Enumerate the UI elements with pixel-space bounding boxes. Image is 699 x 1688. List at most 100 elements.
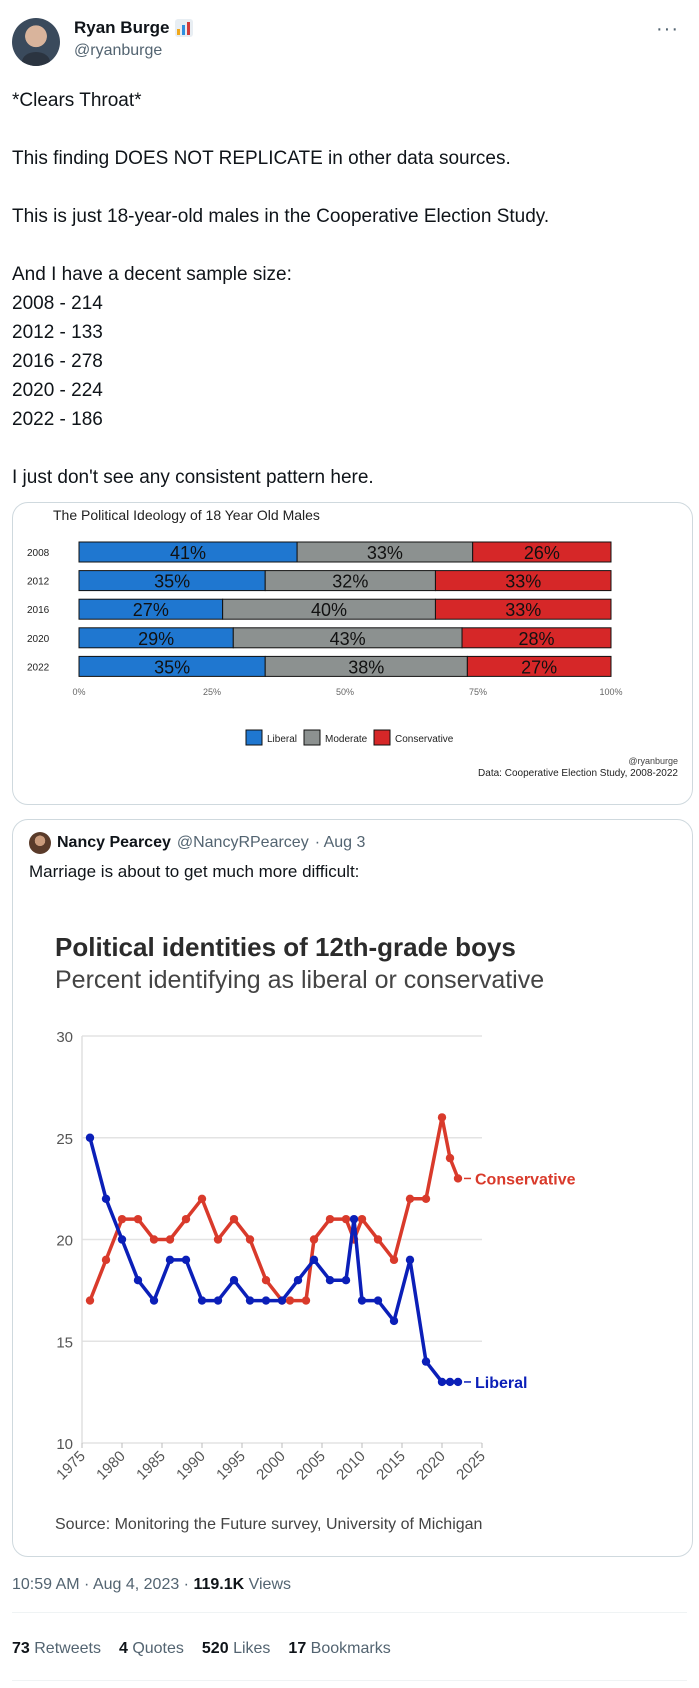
legend-label: Moderate — [325, 734, 368, 745]
data-label: 40% — [311, 600, 347, 620]
quoted-tweet-date[interactable]: · Aug 3 — [314, 834, 366, 851]
data-point — [453, 1174, 463, 1183]
x-tick-label: 1975 — [53, 1448, 89, 1484]
chart-title: Political identities of 12th-grade boys — [55, 932, 516, 962]
data-label: 35% — [154, 572, 190, 592]
data-label: 32% — [332, 572, 368, 592]
quoted-tweet[interactable]: Nancy Pearcey @NancyRPearcey · Aug 3 Mar… — [12, 819, 693, 1557]
x-tick-label: 2010 — [333, 1448, 369, 1484]
category-label: 2022 — [27, 662, 50, 673]
data-point — [389, 1316, 399, 1326]
data-label: 27% — [133, 600, 169, 620]
chart-title: The Political Ideology of 18 Year Old Ma… — [53, 507, 320, 523]
data-label: 41% — [170, 543, 206, 563]
quoted-author-avatar[interactable] — [29, 832, 51, 854]
series-label: Conservative — [475, 1171, 576, 1188]
stat-likes[interactable]: 520 Likes — [201, 1640, 271, 1657]
data-point — [325, 1276, 335, 1285]
author-avatar[interactable] — [12, 18, 60, 66]
tweet-timestamp[interactable]: 10:59 AM · Aug 4, 2023 · — [12, 1576, 194, 1593]
data-point — [341, 1276, 351, 1285]
data-point — [421, 1357, 431, 1366]
data-label: 28% — [519, 629, 555, 649]
tweet-header: Ryan Burge @ryanburge ··· — [12, 14, 687, 66]
stat-retweets[interactable]: 73 Retweets — [12, 1640, 101, 1657]
divider — [12, 1680, 687, 1681]
data-point — [197, 1194, 207, 1203]
x-tick-label: 50% — [336, 687, 354, 697]
bar-segment — [472, 541, 612, 563]
more-options-icon[interactable]: ··· — [656, 18, 679, 40]
chart-subtitle: Percent identifying as liberal or conser… — [55, 966, 544, 994]
data-label: 27% — [521, 657, 557, 677]
data-point — [133, 1214, 143, 1224]
legend-swatch — [373, 729, 391, 746]
divider — [12, 1612, 687, 1613]
legend-swatch — [303, 729, 321, 746]
author-name[interactable]: Ryan Burge — [74, 18, 170, 37]
data-point — [445, 1153, 455, 1163]
x-tick-label: 2000 — [253, 1448, 289, 1484]
data-point — [85, 1296, 95, 1305]
data-point — [357, 1214, 367, 1224]
legend-label: Liberal — [267, 734, 297, 745]
data-point — [437, 1113, 447, 1122]
author-handle[interactable]: @ryanburge — [74, 42, 163, 59]
data-point — [117, 1235, 127, 1244]
data-point — [445, 1377, 455, 1387]
category-label: 2020 — [27, 634, 50, 645]
quoted-author-name[interactable]: Nancy Pearcey — [57, 834, 171, 851]
data-point — [389, 1255, 399, 1265]
data-point — [85, 1133, 95, 1142]
data-point — [213, 1296, 223, 1305]
series-line-conservative — [88, 1115, 460, 1303]
quoted-tweet-body: Marriage is about to get much more diffi… — [29, 862, 360, 881]
data-label: 33% — [505, 600, 541, 620]
author-name-row[interactable]: Ryan Burge — [74, 18, 194, 38]
bar-segment — [434, 570, 612, 592]
data-point — [133, 1276, 143, 1285]
series-line-liberal — [88, 1137, 458, 1384]
identities-line-chart-svg: Political identities of 12th-grade boys P… — [53, 932, 576, 1533]
category-label: 2008 — [27, 548, 50, 559]
tweet-meta: 10:59 AM · Aug 4, 2023 · 119.1K Views — [12, 1576, 291, 1594]
chart-source: Data: Cooperative Election Study, 2008-2… — [478, 768, 678, 779]
data-point — [117, 1214, 127, 1224]
data-label: 33% — [505, 572, 541, 592]
data-point — [285, 1296, 295, 1305]
quoted-author-handle[interactable]: @NancyRPearcey — [176, 834, 309, 851]
data-point — [261, 1276, 271, 1285]
bar-segment — [461, 627, 612, 649]
y-tick-label: 15 — [56, 1334, 73, 1351]
y-tick-label: 20 — [56, 1233, 73, 1250]
ideology-bar-chart[interactable]: The Political Ideology of 18 Year Old Ma… — [12, 502, 693, 805]
stat-quotes[interactable]: 4 Quotes — [118, 1640, 184, 1657]
data-point — [165, 1255, 175, 1265]
data-point — [421, 1194, 431, 1203]
data-point — [349, 1235, 359, 1244]
x-tick-label: 1985 — [133, 1448, 169, 1484]
stat-bookmarks[interactable]: 17 Bookmarks — [288, 1640, 391, 1657]
data-point — [309, 1255, 319, 1265]
category-label: 2012 — [27, 577, 50, 588]
data-point — [101, 1255, 111, 1265]
x-tick-label: 25% — [203, 687, 221, 697]
x-tick-label: 2005 — [293, 1448, 329, 1484]
x-tick-label: 75% — [469, 687, 487, 697]
bar-chart-icon — [175, 19, 194, 37]
data-point — [293, 1276, 303, 1285]
x-tick-label: 0% — [72, 687, 85, 697]
chart-source: Source: Monitoring the Future survey, Un… — [55, 1516, 482, 1533]
legend-label: Conservative — [395, 734, 454, 745]
y-tick-label: 30 — [56, 1029, 73, 1046]
data-point — [261, 1296, 271, 1305]
data-point — [357, 1296, 367, 1305]
data-point — [229, 1214, 239, 1224]
x-tick-label: 2020 — [413, 1448, 449, 1484]
legend-swatch — [245, 729, 263, 746]
data-point — [197, 1296, 207, 1305]
data-label: 29% — [138, 629, 174, 649]
bar-segment — [434, 598, 612, 620]
data-point — [277, 1296, 287, 1305]
data-point — [101, 1194, 111, 1203]
